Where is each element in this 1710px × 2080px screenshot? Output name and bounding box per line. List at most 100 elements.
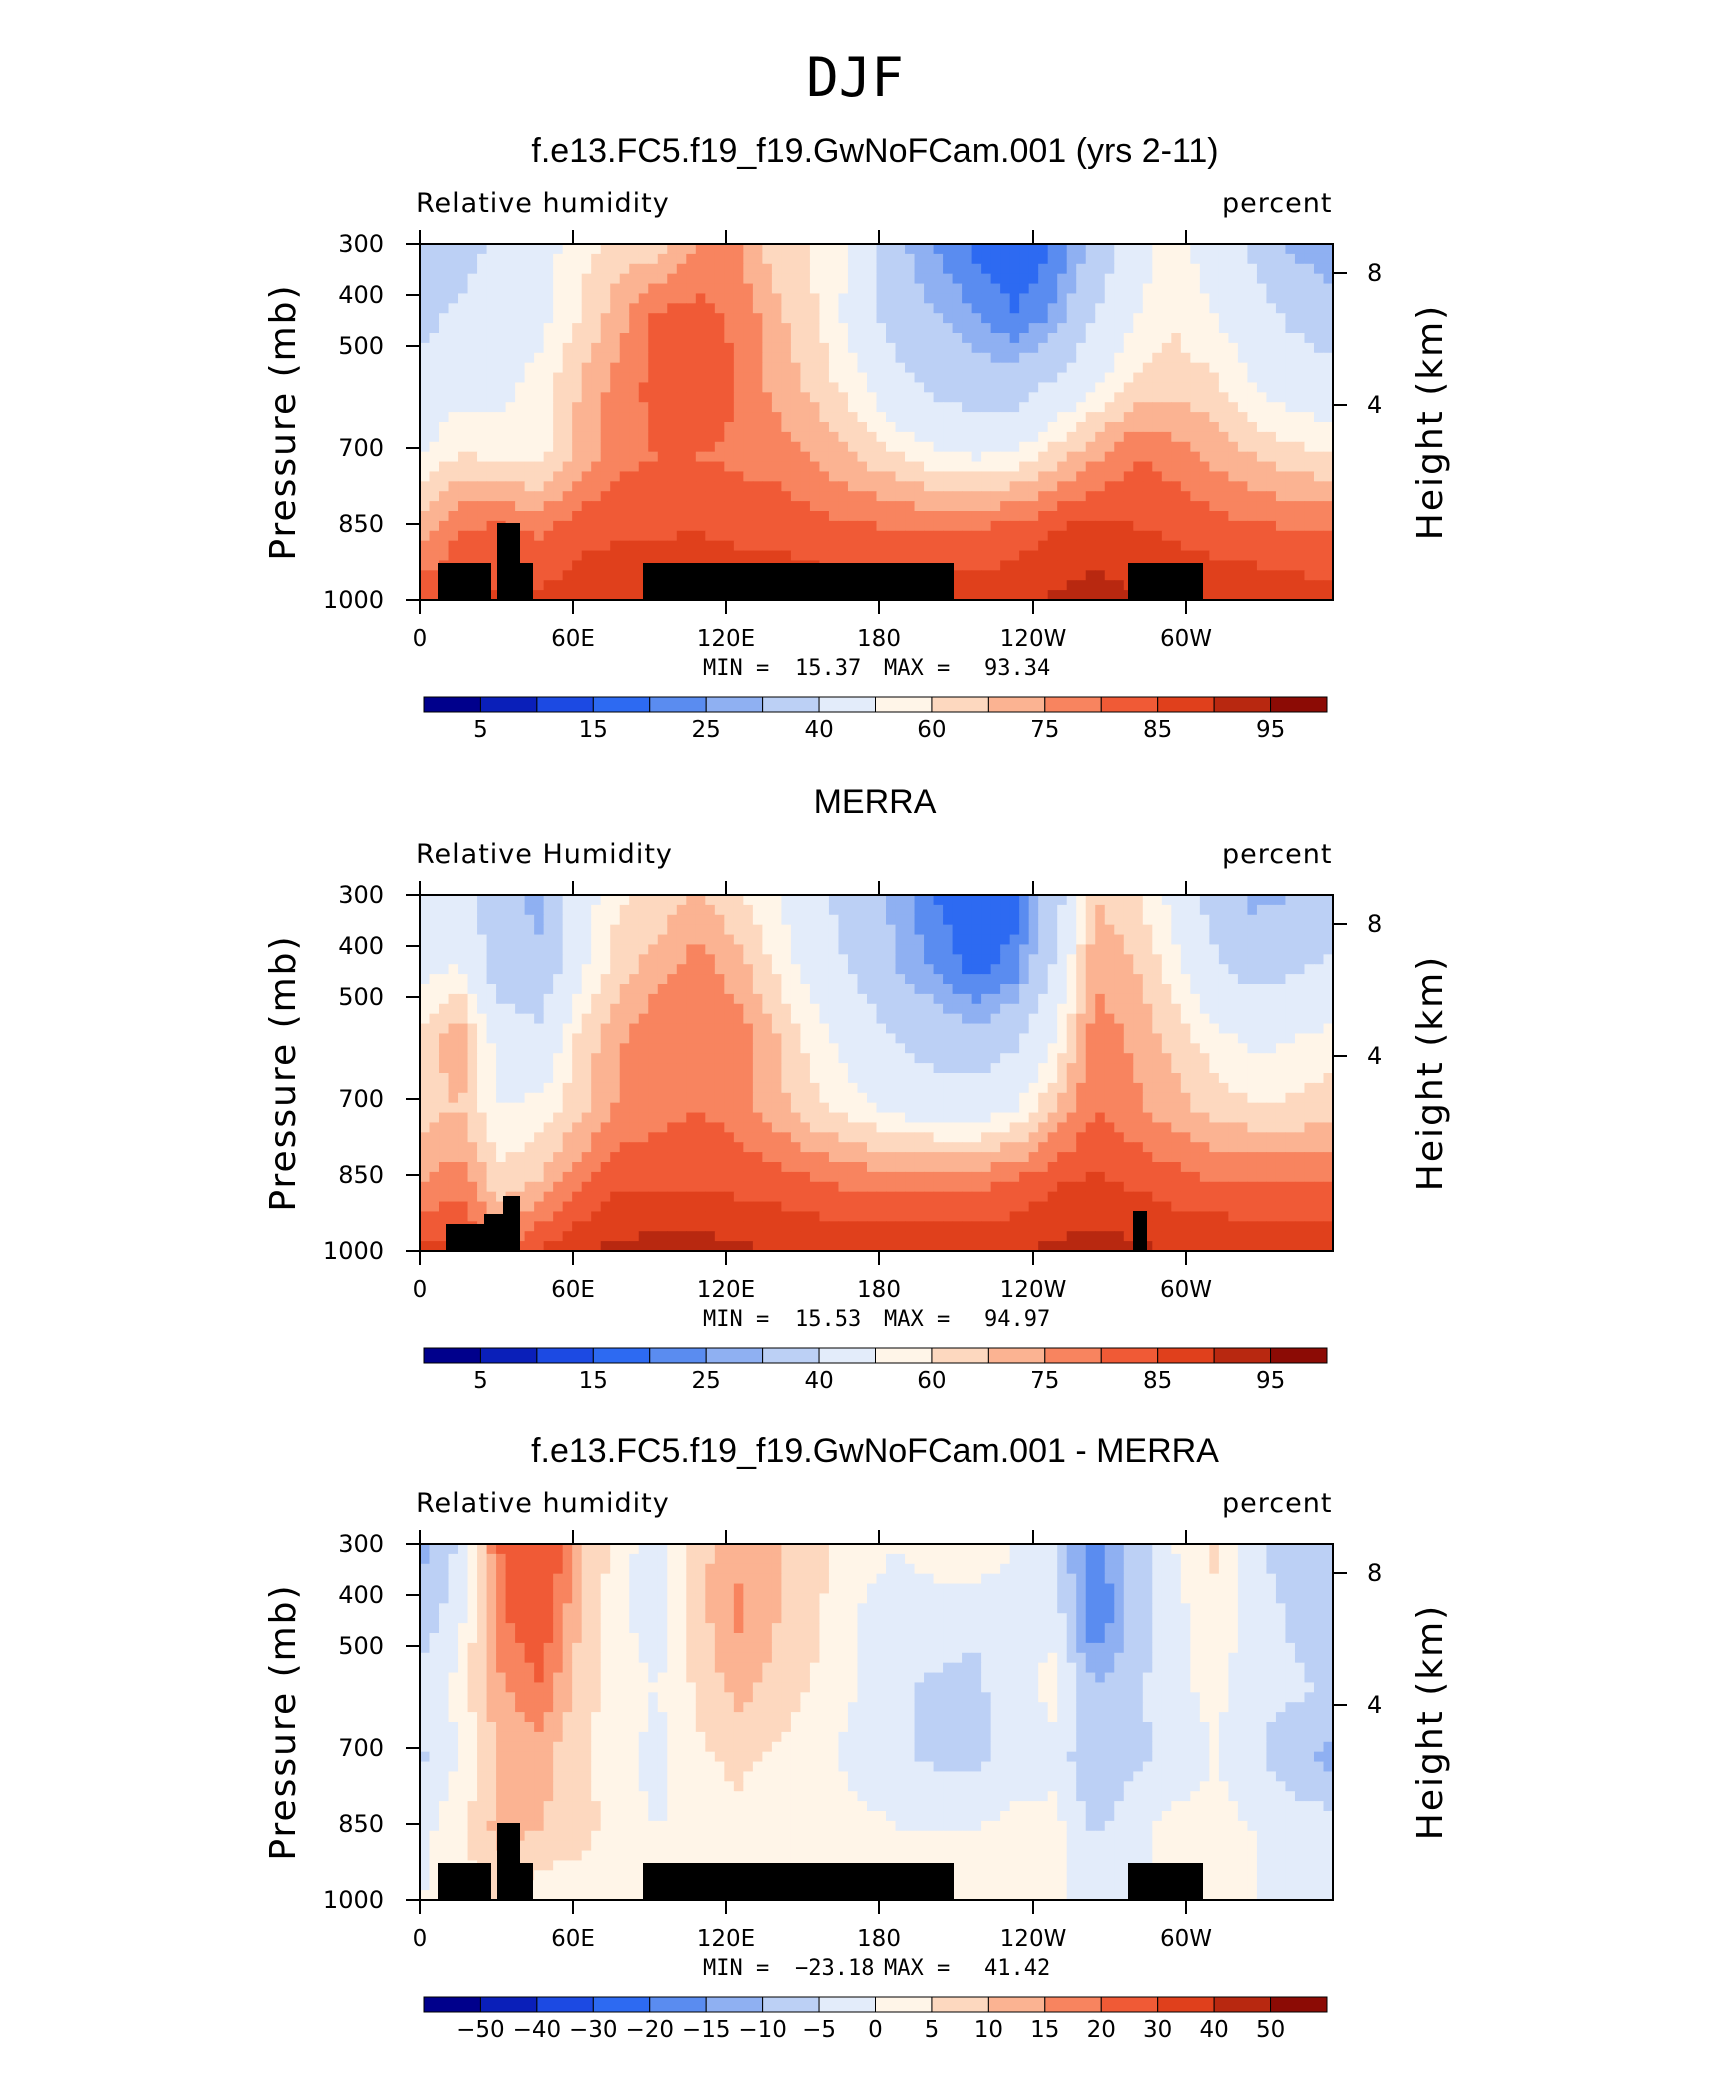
field-cell bbox=[962, 353, 972, 363]
field-cell bbox=[563, 541, 573, 551]
field-cell bbox=[677, 392, 687, 402]
field-cell bbox=[877, 264, 887, 274]
field-cell bbox=[439, 422, 449, 432]
field-cell bbox=[648, 1024, 658, 1034]
field-cell bbox=[1190, 274, 1200, 284]
field-cell bbox=[610, 984, 620, 994]
field-cell bbox=[1133, 531, 1143, 541]
field-cell bbox=[781, 521, 791, 531]
field-cell bbox=[1295, 925, 1305, 935]
field-cell bbox=[800, 481, 810, 491]
field-cell bbox=[1076, 580, 1086, 590]
field-cell bbox=[905, 531, 915, 541]
field-cell bbox=[658, 333, 668, 343]
field-cell bbox=[838, 1033, 848, 1043]
field-cell bbox=[848, 323, 858, 333]
field-cell bbox=[1200, 303, 1210, 313]
field-cell bbox=[915, 531, 925, 541]
field-cell bbox=[1124, 905, 1134, 915]
field-cell bbox=[1086, 944, 1096, 954]
field-cell bbox=[867, 964, 877, 974]
field-cell bbox=[867, 1014, 877, 1024]
field-cell bbox=[1219, 551, 1229, 561]
field-cell bbox=[1266, 984, 1276, 994]
field-cell bbox=[1067, 313, 1077, 323]
field-cell bbox=[1000, 560, 1010, 570]
field-cell bbox=[1143, 1004, 1153, 1014]
field-cell bbox=[667, 412, 677, 422]
field-cell bbox=[1067, 254, 1077, 264]
field-cell bbox=[648, 323, 658, 333]
field-cell bbox=[620, 353, 630, 363]
field-cell bbox=[1247, 274, 1257, 284]
field-cell bbox=[715, 1024, 725, 1034]
field-cell bbox=[1000, 412, 1010, 422]
field-cell bbox=[1105, 984, 1115, 994]
field-cell bbox=[1019, 541, 1029, 551]
field-cell bbox=[439, 1004, 449, 1014]
field-cell bbox=[715, 984, 725, 994]
field-cell bbox=[962, 274, 972, 284]
field-cell bbox=[1257, 491, 1267, 501]
field-cell bbox=[525, 964, 535, 974]
field-cell bbox=[1219, 1004, 1229, 1014]
field-cell bbox=[1162, 274, 1172, 284]
field-cell bbox=[972, 442, 982, 452]
field-cell bbox=[1276, 284, 1286, 294]
field-cell bbox=[515, 264, 525, 274]
field-cell bbox=[420, 471, 430, 481]
field-cell bbox=[886, 462, 896, 472]
field-cell bbox=[1257, 442, 1267, 452]
field-cell bbox=[468, 293, 478, 303]
field-cell bbox=[791, 984, 801, 994]
field-cell bbox=[639, 935, 649, 945]
field-cell bbox=[953, 462, 963, 472]
field-cell bbox=[601, 422, 611, 432]
field-cell bbox=[857, 925, 867, 935]
field-cell bbox=[972, 1024, 982, 1034]
field-cell bbox=[1152, 984, 1162, 994]
field-cell bbox=[1048, 412, 1058, 422]
field-cell bbox=[1266, 1014, 1276, 1024]
field-cell bbox=[449, 382, 459, 392]
field-cell bbox=[620, 560, 630, 570]
field-cell bbox=[534, 382, 544, 392]
field-cell bbox=[1247, 343, 1257, 353]
field-cell bbox=[1010, 551, 1020, 561]
field-cell bbox=[620, 293, 630, 303]
field-cell bbox=[487, 1014, 497, 1024]
field-cell bbox=[781, 254, 791, 264]
field-cell bbox=[867, 343, 877, 353]
field-cell bbox=[905, 323, 915, 333]
field-cell bbox=[506, 994, 516, 1004]
field-cell bbox=[1019, 462, 1029, 472]
field-cell bbox=[1057, 580, 1067, 590]
field-cell bbox=[1285, 984, 1295, 994]
field-cell bbox=[800, 244, 810, 254]
field-cell bbox=[743, 462, 753, 472]
field-cell bbox=[838, 402, 848, 412]
field-cell bbox=[1038, 382, 1048, 392]
field-cell bbox=[705, 452, 715, 462]
field-cell bbox=[420, 452, 430, 462]
field-cell bbox=[1010, 343, 1020, 353]
field-cell bbox=[1152, 373, 1162, 383]
field-cell bbox=[810, 1004, 820, 1014]
field-cell bbox=[458, 974, 468, 984]
field-cell bbox=[506, 452, 516, 462]
field-cell bbox=[772, 1004, 782, 1014]
field-cell bbox=[496, 1014, 506, 1024]
field-cell bbox=[686, 994, 696, 1004]
field-cell bbox=[1200, 481, 1210, 491]
field-cell bbox=[525, 333, 535, 343]
field-cell bbox=[1171, 501, 1181, 511]
field-cell bbox=[696, 1024, 706, 1034]
field-cell bbox=[648, 363, 658, 373]
field-cell bbox=[1019, 432, 1029, 442]
field-cell bbox=[886, 412, 896, 422]
field-cell bbox=[591, 1004, 601, 1014]
field-cell bbox=[1209, 560, 1219, 570]
field-cell bbox=[1114, 313, 1124, 323]
field-cell bbox=[1266, 511, 1276, 521]
field-cell bbox=[525, 915, 535, 925]
